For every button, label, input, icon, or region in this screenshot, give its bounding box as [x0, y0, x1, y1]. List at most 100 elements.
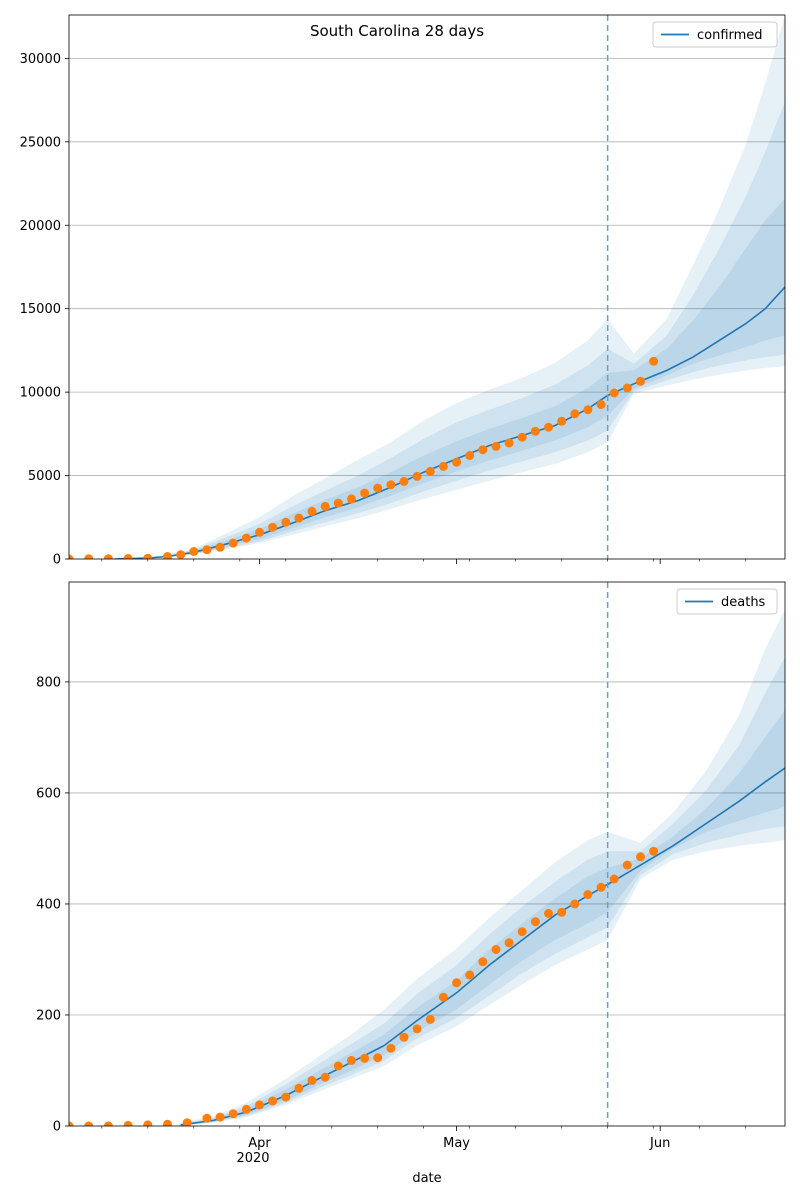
observed-point — [294, 513, 304, 523]
observed-point — [228, 538, 238, 548]
observed-point — [570, 899, 580, 909]
observed-point — [399, 476, 409, 486]
observed-point — [307, 1076, 317, 1085]
observed-point — [255, 1100, 264, 1110]
x-year-label: 2020 — [236, 1151, 269, 1166]
x-tick-label: May — [443, 1136, 470, 1151]
observed-point — [465, 451, 475, 460]
observed-point — [333, 1061, 343, 1071]
observed-point — [609, 874, 619, 884]
observed-point — [478, 445, 488, 455]
y-tick-label: 5000 — [28, 469, 61, 484]
observed-point — [333, 498, 343, 508]
deaths-panel: 0 200 400 600 800 Apr May Jun deaths — [36, 581, 786, 1151]
legend-box — [652, 21, 778, 48]
observed-point — [215, 542, 225, 552]
y-tick-label: 0 — [53, 1120, 61, 1135]
observed-point — [360, 488, 370, 498]
observed-point — [557, 416, 567, 426]
observed-point — [649, 846, 659, 856]
observed-point — [268, 522, 278, 532]
y-tick-label: 200 — [36, 1008, 61, 1023]
observed-point — [583, 890, 593, 899]
observed-point — [69, 1121, 74, 1126]
observed-point — [465, 970, 475, 980]
uncertainty-band-2 — [115, 101, 785, 559]
observed-point — [544, 908, 553, 918]
observed-point — [123, 1120, 133, 1126]
uncertainty-band-3 — [115, 198, 785, 559]
observed-point — [622, 383, 632, 393]
plot-area — [69, 15, 785, 559]
observed-point — [491, 441, 501, 451]
legend-label: deaths — [721, 595, 766, 610]
y-tick-label: 400 — [36, 897, 61, 912]
y-tick-label: 30000 — [20, 52, 61, 67]
model-line — [180, 767, 785, 1126]
observed-point — [504, 438, 514, 448]
observed-point — [241, 533, 251, 543]
observed-point — [347, 1056, 356, 1065]
observed-point — [557, 907, 567, 917]
y-tick-label: 800 — [36, 675, 61, 690]
y-tick-label: 10000 — [20, 386, 61, 401]
y-tick-label: 0 — [53, 553, 61, 568]
observed-point — [143, 553, 153, 559]
observed-point — [530, 426, 540, 436]
confirmed-panel: 0 5000 10000 15000 20000 25000 30000 confirmed — [20, 14, 786, 568]
observed-point — [504, 938, 514, 948]
chart-title: South Carolina 28 days — [310, 22, 484, 40]
observed-point — [307, 506, 317, 516]
observed-point — [649, 356, 659, 366]
observed-point — [189, 547, 199, 556]
observed-point — [215, 1112, 225, 1122]
observed-point — [438, 992, 448, 1002]
observed-point — [143, 1120, 153, 1126]
observed-point — [609, 388, 619, 398]
observed-point — [570, 409, 580, 419]
observed-point — [412, 471, 422, 481]
observed-point — [320, 1072, 330, 1082]
observed-point — [103, 1121, 113, 1126]
observed-point — [373, 1053, 383, 1063]
observed-point — [103, 554, 113, 559]
uncertainty-band-1 — [115, 15, 785, 559]
observed-point — [399, 1032, 409, 1042]
observed-point — [182, 1118, 192, 1126]
x-axis-label: date — [412, 1171, 441, 1186]
axes-frame — [68, 581, 786, 1127]
y-tick-label: 20000 — [20, 219, 61, 234]
observed-point — [530, 917, 540, 927]
observed-point — [281, 517, 291, 527]
observed-point — [452, 457, 462, 467]
observed-point — [163, 552, 172, 559]
observed-point — [386, 480, 396, 490]
observed-point — [636, 852, 645, 862]
observed-point — [425, 466, 435, 476]
observed-point — [84, 1121, 94, 1126]
observed-point — [268, 1096, 278, 1106]
observed-point — [163, 1119, 172, 1126]
observed-point — [622, 860, 632, 870]
observed-point — [176, 550, 186, 559]
observed-point — [583, 405, 593, 415]
observed-point — [544, 422, 553, 432]
observed-point — [478, 957, 488, 967]
observed-point — [517, 927, 527, 937]
observed-point — [425, 1014, 435, 1024]
observed-point — [373, 483, 383, 493]
axes-frame — [68, 14, 786, 560]
observed-point — [241, 1104, 251, 1114]
observed-point — [596, 882, 606, 892]
observed-point — [255, 527, 264, 537]
observed-point — [596, 400, 606, 410]
observed-point — [84, 554, 94, 559]
observed-point — [360, 1053, 370, 1063]
legend-box — [676, 588, 778, 615]
observed-point — [294, 1083, 304, 1093]
observed-point — [202, 545, 212, 555]
legend-label: confirmed — [697, 28, 763, 43]
observed-point — [228, 1109, 238, 1119]
observed-point — [347, 494, 356, 504]
